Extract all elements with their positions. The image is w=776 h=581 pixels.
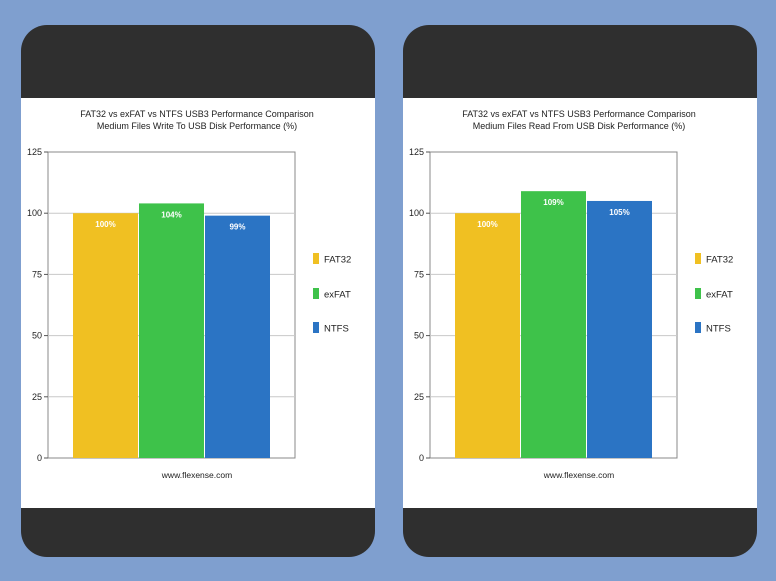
y-tick-label: 50 bbox=[414, 331, 424, 341]
y-tick-label: 100 bbox=[27, 208, 42, 218]
write-performance-chart: FAT32 vs exFAT vs NTFS USB3 Performance … bbox=[27, 109, 351, 480]
legend-label: FAT32 bbox=[706, 255, 733, 266]
bar-value-label: 104% bbox=[161, 210, 181, 219]
bar-ntfs bbox=[587, 200, 652, 458]
read-chart-panel: FAT32 vs exFAT vs NTFS USB3 Performance … bbox=[403, 98, 757, 508]
legend-swatch-ntfs bbox=[695, 322, 701, 333]
chart-subtitle: Medium Files Write To USB Disk Performan… bbox=[97, 121, 297, 131]
bar-exfat bbox=[139, 203, 204, 458]
read-chart-card: FAT32 vs exFAT vs NTFS USB3 Performance … bbox=[403, 25, 757, 557]
chart-title: FAT32 vs exFAT vs NTFS USB3 Performance … bbox=[462, 109, 696, 119]
legend-label: exFAT bbox=[324, 290, 351, 301]
bar-fat32 bbox=[73, 213, 138, 458]
legend-swatch-fat32 bbox=[695, 253, 701, 264]
y-tick-label: 125 bbox=[409, 147, 424, 157]
legend-swatch-ntfs bbox=[313, 322, 319, 333]
bar-value-label: 100% bbox=[477, 220, 497, 229]
bar-exfat bbox=[521, 191, 586, 458]
legend-swatch-fat32 bbox=[313, 253, 319, 264]
bar-value-label: 109% bbox=[543, 198, 563, 207]
write-chart-card: FAT32 vs exFAT vs NTFS USB3 Performance … bbox=[21, 25, 375, 557]
bar-fat32 bbox=[455, 213, 520, 458]
legend-label: FAT32 bbox=[324, 255, 351, 266]
legend-label: NTFS bbox=[324, 324, 349, 335]
y-tick-label: 100 bbox=[409, 208, 424, 218]
y-tick-label: 0 bbox=[37, 453, 42, 463]
write-chart-panel: FAT32 vs exFAT vs NTFS USB3 Performance … bbox=[21, 98, 375, 508]
source-credit: www.flexense.com bbox=[543, 470, 614, 480]
legend-swatch-exfat bbox=[695, 288, 701, 299]
y-tick-label: 75 bbox=[32, 269, 42, 279]
y-tick-label: 50 bbox=[32, 331, 42, 341]
y-tick-label: 125 bbox=[27, 147, 42, 157]
legend-swatch-exfat bbox=[313, 288, 319, 299]
legend-label: exFAT bbox=[706, 290, 733, 301]
bar-ntfs bbox=[205, 215, 270, 458]
chart-subtitle: Medium Files Read From USB Disk Performa… bbox=[473, 121, 686, 131]
y-tick-label: 0 bbox=[419, 453, 424, 463]
legend-label: NTFS bbox=[706, 324, 731, 335]
source-credit: www.flexense.com bbox=[161, 470, 232, 480]
bar-value-label: 99% bbox=[229, 223, 245, 232]
y-tick-label: 75 bbox=[414, 269, 424, 279]
chart-title: FAT32 vs exFAT vs NTFS USB3 Performance … bbox=[80, 109, 314, 119]
bar-value-label: 100% bbox=[95, 220, 115, 229]
y-tick-label: 25 bbox=[32, 392, 42, 402]
bar-value-label: 105% bbox=[609, 208, 629, 217]
read-performance-chart: FAT32 vs exFAT vs NTFS USB3 Performance … bbox=[409, 109, 733, 480]
y-tick-label: 25 bbox=[414, 392, 424, 402]
